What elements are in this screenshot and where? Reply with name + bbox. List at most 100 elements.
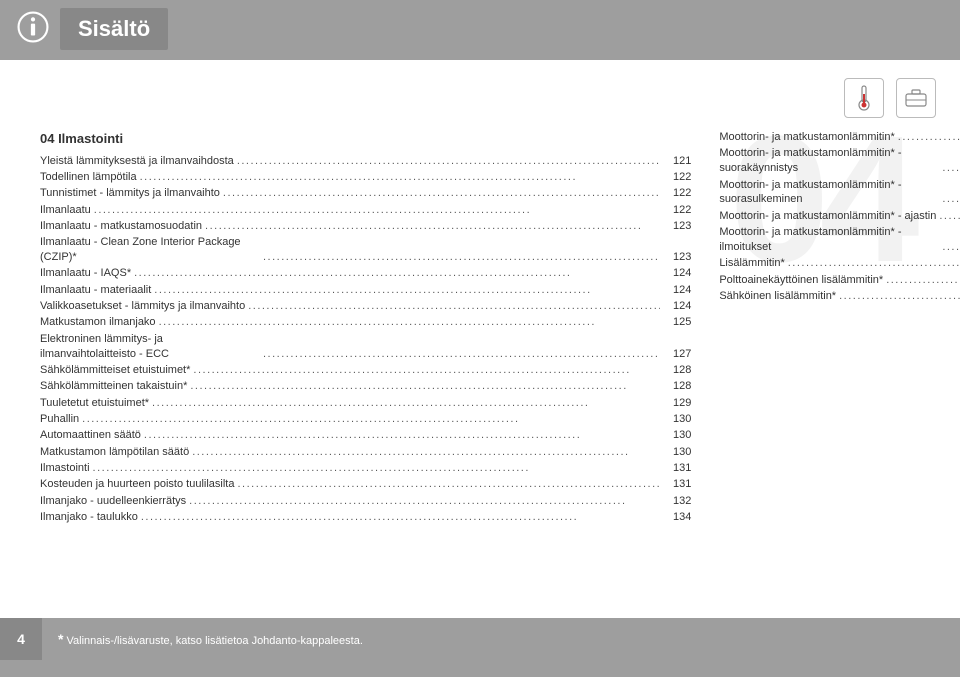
toc-dots: ........................................… — [942, 192, 960, 207]
toc-page: 123 — [663, 250, 691, 265]
toc-dots: ........................................… — [190, 379, 660, 394]
toc-label: Todellinen lämpötila — [40, 170, 137, 185]
toc-page: 122 — [663, 186, 691, 201]
toc-page: 132 — [663, 494, 691, 509]
toc-dots: ........................................… — [154, 283, 660, 298]
toc-dots: ........................................… — [93, 461, 661, 476]
toc-dots: ........................................… — [141, 510, 660, 525]
toc-label: Moottorin- ja matkustamonlämmitin* - aja… — [719, 209, 936, 224]
toc-label: Matkustamon lämpötilan säätö — [40, 445, 189, 460]
footer: 4 * Valinnais-/lisävaruste, katso lisäti… — [0, 618, 960, 660]
header-band: Sisältö — [0, 0, 960, 60]
toc-dots: ........................................… — [839, 289, 960, 304]
toc-dots: ........................................… — [237, 477, 660, 492]
toc-row: Kosteuden ja huurteen poisto tuulilasilt… — [40, 477, 691, 492]
toc-dots: ........................................… — [263, 250, 660, 265]
toc-page: 125 — [663, 315, 691, 330]
toc-row: Elektroninen lämmitys- ja ilmanvaihtolai… — [40, 332, 691, 362]
toc-dots: ........................................… — [82, 412, 660, 427]
toc-label: Sähköinen lisälämmitin* — [719, 289, 836, 304]
page: Sisältö 04 Ilmastointi Yleistä lämmitykse… — [0, 0, 960, 660]
toc-label: Ilmanjako - uudelleenkierrätys — [40, 494, 186, 509]
toc-label: Elektroninen lämmitys- ja ilmanvaihtolai… — [40, 332, 260, 362]
toc-label: Ilmanlaatu - matkustamosuodatin — [40, 219, 202, 234]
toc-page: 121 — [663, 154, 691, 169]
toc-row: Sähkölämmitteinen takaistuin*...........… — [40, 379, 691, 394]
toc-row: Yleistä lämmityksestä ja ilmanvaihdosta.… — [40, 154, 691, 169]
toc-label: Ilmanlaatu - Clean Zone Interior Package… — [40, 235, 260, 265]
toc-row: Todellinen lämpötila....................… — [40, 170, 691, 185]
toc-dots: ........................................… — [223, 186, 660, 201]
toc-row: Ilmanlaatu - matkustamosuodatin.........… — [40, 219, 691, 234]
toc-dots: ........................................… — [192, 445, 660, 460]
toc-row: Ilmanlaatu - materiaalit................… — [40, 283, 691, 298]
toc-row: Polttoainekäyttöinen lisälämmitin*......… — [719, 273, 960, 288]
toc-label: Ilmanlaatu - IAQS* — [40, 266, 131, 281]
toc-page: 131 — [663, 461, 691, 476]
toc-label: Polttoainekäyttöinen lisälämmitin* — [719, 273, 883, 288]
toc-label: Matkustamon ilmanjako — [40, 315, 156, 330]
toc-label: Puhallin — [40, 412, 79, 427]
toc-page: 130 — [663, 445, 691, 460]
toc-label: Lisälämmitin* — [719, 256, 784, 271]
toc-dots: ........................................… — [788, 256, 960, 271]
toc-dots: ........................................… — [159, 315, 661, 330]
section-heading: 04 Ilmastointi — [40, 130, 691, 148]
toc-row: Valikkoasetukset - lämmitys ja ilmanvaih… — [40, 299, 691, 314]
footnote: * Valinnais-/lisävaruste, katso lisätiet… — [58, 631, 363, 647]
toc-row: Sähköinen lisälämmitin*.................… — [719, 289, 960, 304]
toc-label: Sähkölämmitteinen takaistuin* — [40, 379, 187, 394]
toc-label: Kosteuden ja huurteen poisto tuulilasilt… — [40, 477, 234, 492]
toc-dots: ........................................… — [134, 266, 660, 281]
toc-column: 04Moottorin- ja matkustamonlämmitin*....… — [719, 130, 960, 526]
toc-page: 122 — [663, 203, 691, 218]
toc-dots: ........................................… — [886, 273, 960, 288]
toc-label: Ilmanlaatu — [40, 203, 91, 218]
toc-row: Matkustamon lämpötilan säätö............… — [40, 445, 691, 460]
toc-page: 134 — [663, 510, 691, 525]
toc-dots: ........................................… — [205, 219, 660, 234]
toc-page: 123 — [663, 219, 691, 234]
toc-dots: ........................................… — [263, 347, 660, 362]
toc-dots: ........................................… — [898, 130, 960, 145]
toc-label: Tuuletetut etuistuimet* — [40, 396, 149, 411]
luggage-icon — [896, 78, 936, 118]
toc-page: 122 — [663, 170, 691, 185]
toc-page: 124 — [663, 299, 691, 314]
section-icon-bar — [844, 78, 936, 118]
toc-row: Ilmastointi.............................… — [40, 461, 691, 476]
thermometer-icon — [844, 78, 884, 118]
toc-row: Tuuletetut etuistuimet*.................… — [40, 396, 691, 411]
toc-row: Lisälämmitin*...........................… — [719, 256, 960, 271]
toc-label: Ilmanjako - taulukko — [40, 510, 138, 525]
toc-row: Ilmanlaatu - IAQS*......................… — [40, 266, 691, 281]
info-icon — [16, 10, 50, 44]
toc-dots: ........................................… — [248, 299, 660, 314]
toc-row: Tunnistimet - lämmitys ja ilmanvaihto...… — [40, 186, 691, 201]
toc-row: Ilmanjako - uudelleenkierrätys..........… — [40, 494, 691, 509]
toc-row: Matkustamon ilmanjako...................… — [40, 315, 691, 330]
page-number: 4 — [0, 618, 42, 660]
toc-label: Valikkoasetukset - lämmitys ja ilmanvaih… — [40, 299, 245, 314]
toc-label: Ilmastointi — [40, 461, 90, 476]
toc-row: Moottorin- ja matkustamonlämmitin* - suo… — [719, 146, 960, 176]
toc-page: 130 — [663, 428, 691, 443]
toc-dots: ........................................… — [140, 170, 661, 185]
toc-page: 128 — [663, 363, 691, 378]
content: 04 Ilmastointi Yleistä lämmityksestä ja i… — [40, 130, 930, 600]
toc-row: Moottorin- ja matkustamonlämmitin* - suo… — [719, 178, 960, 208]
toc-dots: ........................................… — [193, 363, 660, 378]
toc-row: Moottorin- ja matkustamonlämmitin* - aja… — [719, 209, 960, 224]
toc-page: 127 — [663, 347, 691, 362]
toc-columns: 04 Ilmastointi Yleistä lämmityksestä ja i… — [40, 130, 930, 526]
toc-label: Sähkölämmitteiset etuistuimet* — [40, 363, 190, 378]
toc-dots: ........................................… — [942, 161, 960, 176]
toc-label: Moottorin- ja matkustamonlämmitin* - suo… — [719, 178, 939, 208]
page-title: Sisältö — [60, 8, 168, 50]
toc-row: Ilmanjako - taulukko....................… — [40, 510, 691, 525]
toc-row: Ilmanlaatu - Clean Zone Interior Package… — [40, 235, 691, 265]
toc-label: Moottorin- ja matkustamonlämmitin* — [719, 130, 894, 145]
toc-row: Automaattinen säätö.....................… — [40, 428, 691, 443]
toc-dots: ........................................… — [189, 494, 660, 509]
toc-dots: ........................................… — [144, 428, 660, 443]
